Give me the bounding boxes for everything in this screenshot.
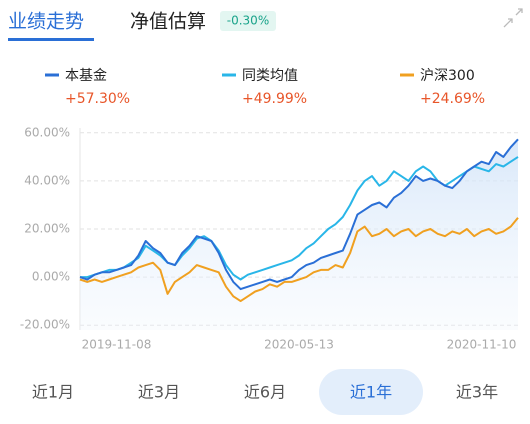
legend-change: +57.30% [65, 91, 130, 107]
period-bar: 近1月 近3月 近6月 近1年 近3年 [32, 369, 498, 415]
tab[interactable]: 业绩走势 [8, 11, 84, 33]
x-tick-label: 2020-11-10 [447, 338, 517, 352]
legend-change: +24.69% [420, 91, 485, 107]
estimate-badge: -0.30% [227, 14, 269, 28]
x-tick-label: 2019-11-08 [82, 338, 152, 352]
y-tick-label: -20.00% [20, 318, 70, 332]
legend-change: +49.99% [242, 91, 307, 107]
y-tick-label: 0.00% [32, 270, 70, 284]
expand-icon[interactable] [503, 8, 523, 28]
period-button[interactable]: 近6月 [244, 383, 286, 402]
chart: 本基金 +57.30% 同类均值 +49.99% 沪深300 +24.69% -20.00%… [20, 67, 519, 352]
series-line [79, 217, 519, 303]
period-button[interactable]: 近1年 [350, 383, 392, 402]
tab-underline [8, 38, 94, 41]
series-line [79, 138, 519, 291]
x-tick-label: 2020-05-13 [264, 338, 334, 352]
tab[interactable]: 净值估算 [130, 11, 206, 33]
area [80, 139, 518, 330]
period-button[interactable]: 近3月 [138, 383, 180, 402]
legend-name: 本基金 [65, 67, 107, 84]
period-selected-bg [319, 369, 423, 415]
period-button[interactable]: 近1月 [32, 383, 74, 402]
y-tick-label: 40.00% [24, 173, 70, 187]
period-button[interactable]: 近3年 [456, 383, 498, 402]
legend-name: 沪深300 [420, 68, 475, 84]
badge [220, 11, 276, 31]
legend-name: 同类均值 [242, 68, 298, 84]
y-tick-label: 60.00% [24, 125, 70, 139]
y-tick-label: 20.00% [24, 222, 70, 236]
